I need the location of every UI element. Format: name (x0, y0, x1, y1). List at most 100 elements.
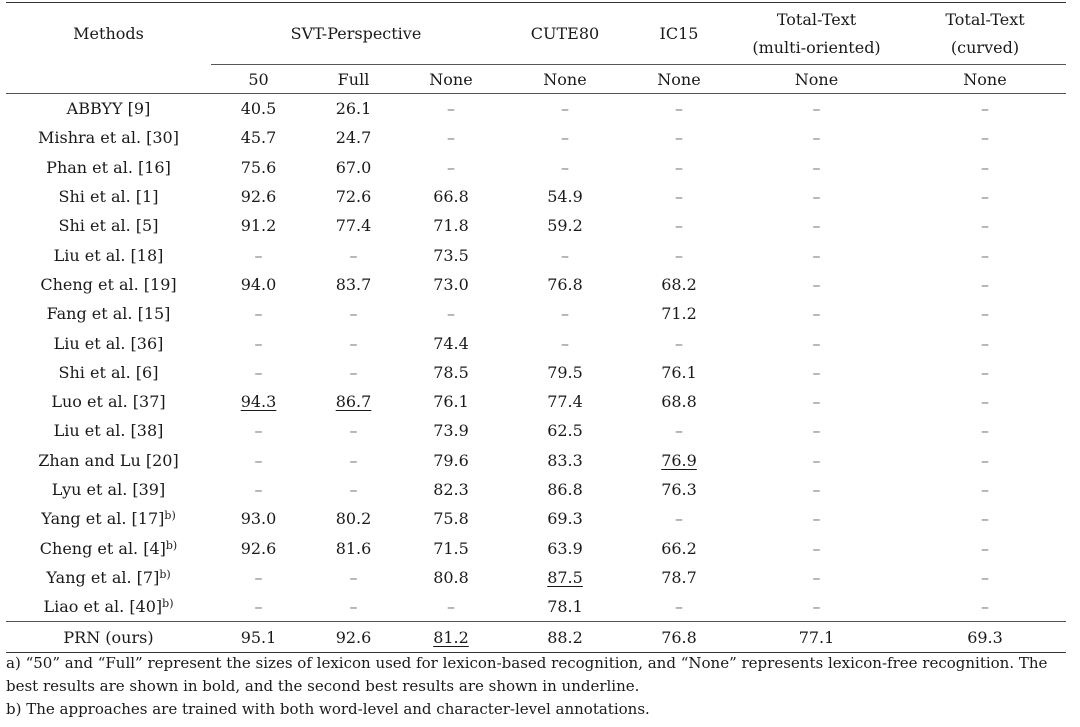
table-row: Liu et al. [38] – – 73.9 62.5 – – – (6, 416, 1066, 445)
method-cell: Yang et al. [17]b) (6, 504, 211, 533)
value-cell: 78.5 (433, 362, 469, 382)
value-cell: 71.2 (661, 304, 697, 324)
value-cell: 77.1 (729, 621, 904, 654)
total-text-multi-header: Total-Text (multi-oriented) (729, 2, 904, 65)
value-cell: – (254, 450, 263, 470)
value-cell: 73.5 (433, 245, 469, 265)
value-cell: 76.9 (661, 450, 697, 470)
table-row: Yang et al. [17]b) 93.0 80.2 75.8 69.3 – – – (6, 504, 1066, 533)
value-cell: 76.1 (433, 392, 469, 412)
table-row: Liu et al. [36] – – 74.4 – – – – (6, 328, 1066, 357)
subheader-cell: None (729, 64, 904, 94)
footnote-marker: b) (165, 538, 178, 552)
value-cell: – (675, 128, 683, 148)
value-cell: 82.3 (433, 480, 469, 499)
value-cell: – (981, 157, 989, 177)
method-cell: Cheng et al. [4]b) (6, 533, 211, 562)
value-cell: 83.7 (335, 274, 372, 294)
subheader-cell: None (501, 64, 629, 94)
method-name: Shi et al. [5] (58, 216, 159, 236)
value-cell: 77.4 (335, 216, 372, 236)
value-cell: 67.0 (335, 157, 372, 177)
value-cell: – (812, 392, 821, 412)
table-row: Lyu et al. [39] – – 82.3 86.8 76.3 – – (6, 475, 1066, 504)
value-cell: 81.6 (335, 538, 372, 558)
value-cell: – (675, 187, 683, 207)
value-cell: – (812, 450, 821, 470)
value-cell: – (812, 128, 821, 148)
value-cell: 71.5 (433, 538, 469, 558)
value-cell: – (812, 304, 821, 324)
value-cell: – (812, 421, 821, 441)
value-cell: – (254, 421, 263, 441)
footnote-marker: b) (162, 597, 174, 611)
value-cell: 78.7 (661, 567, 697, 587)
table-row: Liu et al. [18] – – 73.5 – – – – (6, 240, 1066, 269)
value-cell: 92.6 (240, 538, 277, 558)
method-cell: Yang et al. [7]b) (6, 563, 211, 592)
method-cell: ABBYY [9] (6, 94, 211, 124)
value-cell: – (981, 538, 989, 558)
value-cell: – (981, 567, 989, 587)
results-table: Methods SVT-Perspective CUTE80 IC15 Tota… (6, 2, 1066, 654)
value-cell: 26.1 (335, 99, 372, 119)
value-cell: – (675, 421, 683, 441)
value-cell: – (349, 480, 358, 499)
method-name: Shi et al. [6] (58, 362, 159, 382)
method-name: Zhan and Lu [20] (38, 450, 179, 470)
value-cell: – (447, 128, 455, 148)
value-cell: – (447, 304, 455, 324)
method-cell: Mishra et al. [30] (6, 123, 211, 152)
ic15-header: IC15 (629, 2, 729, 65)
value-cell: – (812, 187, 821, 207)
method-name: Liao et al. [40] (43, 597, 163, 617)
total-text-curved-line1: Total-Text (945, 9, 1025, 29)
value-cell: – (812, 333, 821, 353)
method-name: Liu et al. [38] (53, 421, 164, 441)
value-cell: – (675, 333, 683, 353)
value-cell: 92.6 (240, 187, 277, 207)
value-cell: – (812, 567, 821, 587)
value-cell: – (981, 597, 989, 617)
value-cell: – (675, 216, 683, 236)
value-cell: – (561, 304, 569, 324)
total-text-multi-line1: Total-Text (776, 9, 857, 29)
value-cell: 79.6 (433, 450, 469, 470)
value-cell: 69.3 (904, 621, 1066, 654)
value-cell: – (981, 274, 989, 294)
value-cell: – (812, 509, 821, 529)
value-cell: – (675, 597, 683, 617)
method-cell: Shi et al. [5] (6, 211, 211, 240)
value-cell: 94.3 (240, 392, 277, 412)
value-cell: – (349, 304, 358, 324)
value-cell: – (812, 362, 821, 382)
value-cell: 76.1 (661, 362, 697, 382)
subheader-row: 50 Full None None None None None (6, 64, 1066, 94)
value-cell: 66.8 (433, 187, 469, 207)
value-cell: – (981, 333, 989, 353)
value-cell: – (561, 157, 569, 177)
value-cell: 69.3 (547, 509, 583, 529)
value-cell: – (981, 128, 989, 148)
value-cell: – (561, 245, 569, 265)
total-text-multi-line2: (multi-oriented) (752, 37, 881, 57)
value-cell: 88.2 (501, 621, 629, 654)
table-row: Luo et al. [37] 94.3 86.7 76.1 77.4 68.8 – – (6, 387, 1066, 416)
table-row: Fang et al. [15] – – – – 71.2 – – (6, 299, 1066, 328)
method-cell: Shi et al. [1] (6, 182, 211, 211)
value-cell: – (812, 245, 821, 265)
subheader-cell: None (904, 64, 1066, 94)
value-cell: – (981, 187, 989, 207)
value-cell: – (254, 245, 263, 265)
header-row: Methods SVT-Perspective CUTE80 IC15 Tota… (6, 2, 1066, 65)
value-cell: 75.8 (433, 509, 469, 529)
value-cell: 62.5 (547, 421, 583, 441)
method-name: Luo et al. [37] (51, 392, 166, 412)
table-row: Shi et al. [5] 91.2 77.4 71.8 59.2 – – – (6, 211, 1066, 240)
total-text-curved-line2: (curved) (950, 37, 1020, 57)
table-row: Liao et al. [40]b) – – – 78.1 – – – (6, 592, 1066, 622)
footnote-marker: b) (164, 509, 176, 523)
value-cell: – (812, 538, 821, 558)
method-name: Lyu et al. [39] (51, 480, 166, 499)
